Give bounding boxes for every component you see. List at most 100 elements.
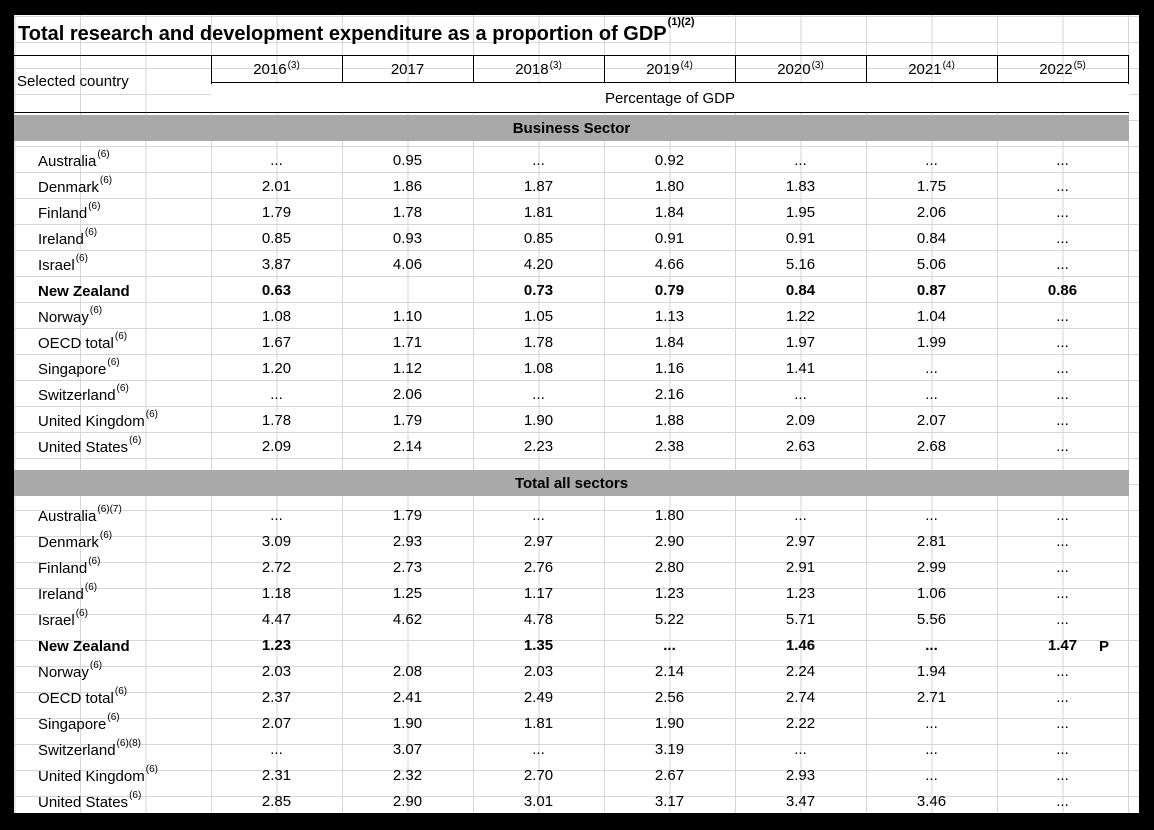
value-cell[interactable]: 3.47 (785, 793, 816, 810)
table-row[interactable]: Ireland(6) 1.18 1.25 1.17 1.23 1.23 1.06... (14, 580, 1139, 606)
country-name[interactable]: Denmark(6) (38, 175, 112, 196)
value-cell[interactable]: ... (925, 386, 938, 403)
value-cell[interactable]: ... (1056, 230, 1069, 247)
value-cell[interactable]: ... (1056, 360, 1069, 377)
country-name[interactable]: Denmark(6) (38, 530, 112, 551)
country-name[interactable]: United Kingdom(6) (38, 764, 158, 785)
table-row[interactable]: Singapore(6) 2.07 1.90 1.81 1.90 2.22...... (14, 710, 1139, 736)
value-cell[interactable]: 1.23 (785, 585, 816, 602)
value-cell[interactable]: 0.91 (785, 230, 816, 247)
value-cell[interactable]: ... (925, 767, 938, 784)
value-cell[interactable]: 4.20 (523, 256, 554, 273)
value-cell[interactable]: 1.78 (392, 204, 423, 221)
value-cell[interactable]: 2.41 (392, 689, 423, 706)
value-cell[interactable]: 1.13 (654, 308, 685, 325)
value-cell[interactable]: 1.79 (392, 412, 423, 429)
value-cell[interactable]: 2.23 (523, 438, 554, 455)
value-cell[interactable]: 2.93 (392, 533, 423, 550)
table-row[interactable]: Switzerland(6)... 2.06... 2.16......... (14, 381, 1139, 407)
country-name[interactable]: Switzerland(6)(8) (38, 738, 141, 759)
value-cell[interactable]: 2.08 (392, 663, 423, 680)
value-cell[interactable]: 2.63 (785, 438, 816, 455)
value-cell[interactable]: 1.84 (654, 204, 685, 221)
value-cell[interactable]: 0.87 (916, 282, 947, 299)
table-row[interactable]: Australia(6)... 0.95... 0.92......... (14, 147, 1139, 173)
year-header-2022[interactable]: 2022 (5) (997, 56, 1128, 82)
table-row[interactable]: Norway(6) 2.03 2.08 2.03 2.14 2.24 1.94... (14, 658, 1139, 684)
table-row[interactable]: United States(6) 2.09 2.14 2.23 2.38 2.63 2.68… (14, 433, 1139, 459)
value-cell[interactable]: ... (1056, 438, 1069, 455)
value-cell[interactable]: 5.16 (785, 256, 816, 273)
table-row[interactable]: Israel(6) 3.87 4.06 4.20 4.66 5.16 5.06... (14, 251, 1139, 277)
value-cell[interactable]: 4.66 (654, 256, 685, 273)
table-row[interactable]: New Zealand 1.23 1.35... 1.46... 1.47 P (14, 632, 1139, 658)
value-cell[interactable]: ... (925, 637, 938, 654)
value-cell[interactable]: ... (794, 507, 807, 524)
value-cell[interactable]: 1.88 (654, 412, 685, 429)
year-header-2020[interactable]: 2020 (3) (735, 56, 866, 82)
value-cell[interactable]: 1.97 (785, 334, 816, 351)
value-cell[interactable]: ... (1056, 507, 1069, 524)
value-cell[interactable]: 1.23 (654, 585, 685, 602)
value-cell[interactable]: ... (270, 386, 283, 403)
value-cell[interactable]: ... (532, 386, 545, 403)
value-cell[interactable]: 1.12 (392, 360, 423, 377)
value-cell[interactable]: 0.73 (523, 282, 554, 299)
value-cell[interactable]: 2.80 (654, 559, 685, 576)
value-cell[interactable]: 2.03 (523, 663, 554, 680)
value-cell[interactable]: 1.84 (654, 334, 685, 351)
value-cell[interactable]: 2.49 (523, 689, 554, 706)
value-cell[interactable]: 5.71 (785, 611, 816, 628)
value-cell[interactable]: 2.03 (261, 663, 292, 680)
value-cell[interactable]: 3.46 (916, 793, 947, 810)
value-cell[interactable]: 1.80 (654, 507, 685, 524)
country-name[interactable]: Australia(6)(7) (38, 504, 122, 525)
value-cell[interactable]: ... (270, 741, 283, 758)
table-row[interactable]: United Kingdom(6) 1.78 1.79 1.90 1.88 2.09 2.0… (14, 407, 1139, 433)
table-row[interactable]: Switzerland(6)(8)... 3.07... 3.19......... (14, 736, 1139, 762)
value-cell[interactable]: 2.67 (654, 767, 685, 784)
value-cell[interactable]: 0.85 (261, 230, 292, 247)
table-row[interactable]: Finland(6) 2.72 2.73 2.76 2.80 2.91 2.99... (14, 554, 1139, 580)
country-name[interactable]: Singapore(6) (38, 357, 120, 378)
value-cell[interactable]: 1.86 (392, 178, 423, 195)
value-cell[interactable]: 2.07 (261, 715, 292, 732)
country-name[interactable]: Ireland(6) (38, 227, 97, 248)
country-name[interactable]: Norway(6) (38, 305, 102, 326)
value-cell[interactable]: ... (794, 741, 807, 758)
value-cell[interactable]: ... (925, 741, 938, 758)
country-name[interactable]: OECD total(6) (38, 686, 127, 707)
country-name[interactable]: United States(6) (38, 790, 141, 811)
country-name[interactable]: OECD total(6) (38, 331, 127, 352)
value-cell[interactable]: 1.04 (916, 308, 947, 325)
value-cell[interactable]: 1.79 (392, 507, 423, 524)
value-cell[interactable]: ... (1056, 256, 1069, 273)
value-cell[interactable]: 1.78 (261, 412, 292, 429)
value-cell[interactable]: 1.81 (523, 204, 554, 221)
value-cell[interactable]: 2.31 (261, 767, 292, 784)
country-name[interactable]: New Zealand (38, 638, 130, 655)
value-cell[interactable]: 2.70 (523, 767, 554, 784)
year-header-2018[interactable]: 2018 (3) (473, 56, 604, 82)
value-cell[interactable]: 1.22 (785, 308, 816, 325)
value-cell[interactable]: ... (1056, 715, 1069, 732)
value-cell[interactable]: 1.95 (785, 204, 816, 221)
value-cell[interactable]: 1.78 (523, 334, 554, 351)
value-cell[interactable]: 1.20 (261, 360, 292, 377)
country-name[interactable]: Finland(6) (38, 201, 100, 222)
value-cell[interactable]: ... (1056, 334, 1069, 351)
value-cell[interactable]: 2.38 (654, 438, 685, 455)
table-row[interactable]: Ireland(6) 0.85 0.93 0.85 0.91 0.91 0.84... (14, 225, 1139, 251)
value-cell[interactable]: 1.08 (261, 308, 292, 325)
value-cell[interactable]: 1.83 (785, 178, 816, 195)
country-name[interactable]: Singapore(6) (38, 712, 120, 733)
value-cell[interactable]: 0.63 (261, 282, 292, 299)
value-cell[interactable]: 1.80 (654, 178, 685, 195)
value-cell[interactable]: 2.97 (785, 533, 816, 550)
value-cell[interactable]: ... (1056, 386, 1069, 403)
value-cell[interactable]: 4.47 (261, 611, 292, 628)
value-cell[interactable]: 1.08 (523, 360, 554, 377)
value-cell[interactable]: 1.17 (523, 585, 554, 602)
value-cell[interactable]: ... (925, 715, 938, 732)
value-cell[interactable]: 2.16 (654, 386, 685, 403)
